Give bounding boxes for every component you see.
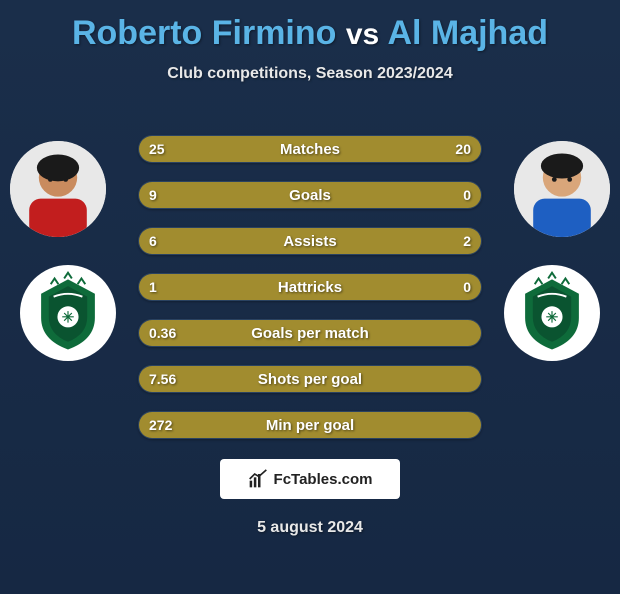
comparison-title: Roberto Firmino vs Al Majhad [0, 14, 620, 53]
stat-row: Hattricks10 [138, 273, 482, 301]
stat-bar-left [139, 412, 481, 438]
stat-bar-left [139, 228, 481, 254]
stat-row: Shots per goal7.56 [138, 365, 482, 393]
player1-avatar [10, 141, 106, 237]
club-crest-icon [504, 265, 600, 361]
stat-row: Matches2520 [138, 135, 482, 163]
stat-bar-left [139, 182, 481, 208]
player2-name: Al Majhad [387, 14, 548, 52]
player1-club-badge [20, 265, 116, 361]
stat-row: Goals90 [138, 181, 482, 209]
brand-badge: FcTables.com [220, 459, 400, 499]
player2-club-badge [504, 265, 600, 361]
club-crest-icon [20, 265, 116, 361]
player1-avatar-icon [10, 141, 106, 237]
comparison-main: Matches2520 Goals90 Assists62 Hattricks10 Go… [0, 123, 620, 433]
player1-name: Roberto Firmino [72, 14, 336, 52]
player2-avatar [514, 141, 610, 237]
stat-row: Assists62 [138, 227, 482, 255]
brand-text: FcTables.com [274, 471, 373, 488]
stat-row: Min per goal272 [138, 411, 482, 439]
stat-row: Goals per match0.36 [138, 319, 482, 347]
stat-bar-left [139, 366, 481, 392]
stat-bar-left [139, 274, 481, 300]
vs-text: vs [346, 18, 379, 51]
player2-avatar-icon [514, 141, 610, 237]
chart-icon [248, 469, 268, 489]
stat-bar-left [139, 136, 481, 162]
stat-bars: Matches2520 Goals90 Assists62 Hattricks10 Go… [138, 135, 482, 457]
date-text: 5 august 2024 [0, 519, 620, 537]
stat-bar-left [139, 320, 481, 346]
subtitle: Club competitions, Season 2023/2024 [0, 65, 620, 83]
